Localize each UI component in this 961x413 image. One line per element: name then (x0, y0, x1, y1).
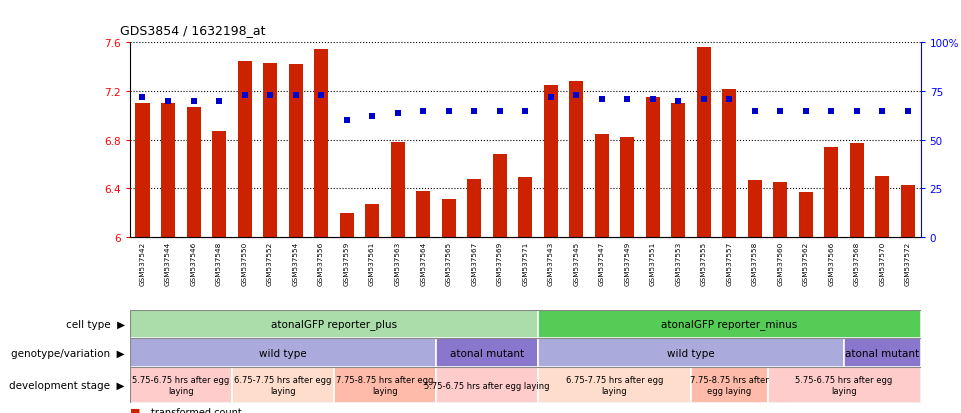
Text: 7.75-8.75 hrs after
egg laying: 7.75-8.75 hrs after egg laying (690, 375, 769, 395)
Bar (538, 339, 844, 368)
Text: GSM537546: GSM537546 (190, 241, 196, 285)
Text: 6.75-7.75 hrs after egg
laying: 6.75-7.75 hrs after egg laying (234, 375, 332, 395)
Bar (288, 65, 303, 237)
Bar (161, 104, 175, 237)
Bar (646, 98, 660, 237)
Bar (844, 339, 921, 368)
Text: GSM537571: GSM537571 (522, 241, 529, 285)
Text: GSM537555: GSM537555 (701, 241, 706, 285)
Bar (595, 134, 608, 237)
Text: 5.75-6.75 hrs after egg
laying: 5.75-6.75 hrs after egg laying (132, 375, 230, 395)
Bar (723, 90, 736, 237)
Text: GSM537548: GSM537548 (216, 241, 222, 285)
Bar (774, 183, 787, 237)
Bar (538, 310, 921, 339)
Text: GDS3854 / 1632198_at: GDS3854 / 1632198_at (120, 24, 265, 37)
Bar (538, 368, 691, 403)
Text: 7.75-8.75 hrs after egg
laying: 7.75-8.75 hrs after egg laying (336, 375, 433, 395)
Text: atonalGFP reporter_minus: atonalGFP reporter_minus (661, 319, 798, 330)
Text: GSM537560: GSM537560 (777, 241, 783, 285)
Text: GSM537569: GSM537569 (497, 241, 503, 285)
Text: wild type: wild type (667, 348, 715, 358)
Bar (263, 64, 277, 237)
Text: transformed count: transformed count (151, 407, 241, 413)
Text: atonalGFP reporter_plus: atonalGFP reporter_plus (271, 319, 397, 330)
Text: GSM537545: GSM537545 (573, 241, 579, 285)
Text: GSM537566: GSM537566 (828, 241, 834, 285)
Bar (232, 368, 333, 403)
Bar (850, 144, 864, 237)
Text: GSM537564: GSM537564 (420, 241, 426, 285)
Text: ■: ■ (130, 407, 140, 413)
Bar (436, 368, 538, 403)
Bar (748, 180, 762, 237)
Text: GSM537552: GSM537552 (267, 241, 273, 285)
Text: atonal mutant: atonal mutant (450, 348, 524, 358)
Text: GSM537550: GSM537550 (241, 241, 248, 285)
Text: GSM537549: GSM537549 (625, 241, 630, 285)
Text: GSM537553: GSM537553 (676, 241, 681, 285)
Text: GSM537572: GSM537572 (905, 241, 911, 285)
Bar (212, 132, 226, 237)
Bar (697, 48, 711, 237)
Bar (136, 104, 150, 237)
Bar (467, 179, 481, 237)
Text: cell type  ▶: cell type ▶ (65, 319, 125, 329)
Bar (620, 138, 634, 237)
Bar (390, 143, 405, 237)
Bar (900, 185, 915, 237)
Text: GSM537543: GSM537543 (548, 241, 554, 285)
Text: GSM537558: GSM537558 (752, 241, 758, 285)
Text: GSM537559: GSM537559 (344, 241, 350, 285)
Text: genotype/variation  ▶: genotype/variation ▶ (12, 348, 125, 358)
Text: GSM537570: GSM537570 (879, 241, 885, 285)
Text: GSM537565: GSM537565 (446, 241, 452, 285)
Bar (493, 155, 506, 237)
Bar (799, 192, 813, 237)
Text: GSM537544: GSM537544 (165, 241, 171, 285)
Text: GSM537567: GSM537567 (471, 241, 478, 285)
Bar (436, 339, 538, 368)
Bar (442, 200, 456, 237)
Bar (333, 368, 436, 403)
Text: wild type: wild type (259, 348, 307, 358)
Bar (130, 339, 436, 368)
Bar (416, 191, 431, 237)
Text: GSM537561: GSM537561 (369, 241, 375, 285)
Bar (237, 62, 252, 237)
Bar (569, 82, 583, 237)
Text: GSM537542: GSM537542 (139, 241, 145, 285)
Text: GSM537562: GSM537562 (802, 241, 809, 285)
Text: GSM537557: GSM537557 (727, 241, 732, 285)
Text: GSM537547: GSM537547 (599, 241, 604, 285)
Text: 6.75-7.75 hrs after egg
laying: 6.75-7.75 hrs after egg laying (566, 375, 663, 395)
Bar (671, 104, 685, 237)
Bar (186, 108, 201, 237)
Text: development stage  ▶: development stage ▶ (10, 380, 125, 390)
Text: GSM537554: GSM537554 (292, 241, 299, 285)
Bar (130, 310, 538, 339)
Bar (544, 86, 557, 237)
Bar (365, 205, 380, 237)
Text: atonal mutant: atonal mutant (846, 348, 920, 358)
Text: GSM537563: GSM537563 (395, 241, 401, 285)
Bar (825, 148, 838, 237)
Bar (130, 368, 232, 403)
Bar (314, 50, 328, 237)
Bar (768, 368, 921, 403)
Bar (691, 368, 768, 403)
Bar (518, 178, 532, 237)
Text: GSM537556: GSM537556 (318, 241, 324, 285)
Text: GSM537551: GSM537551 (650, 241, 655, 285)
Text: GSM537568: GSM537568 (854, 241, 860, 285)
Bar (875, 177, 889, 237)
Text: 5.75-6.75 hrs after egg laying: 5.75-6.75 hrs after egg laying (424, 381, 550, 389)
Bar (339, 213, 354, 237)
Text: 5.75-6.75 hrs after egg
laying: 5.75-6.75 hrs after egg laying (796, 375, 893, 395)
